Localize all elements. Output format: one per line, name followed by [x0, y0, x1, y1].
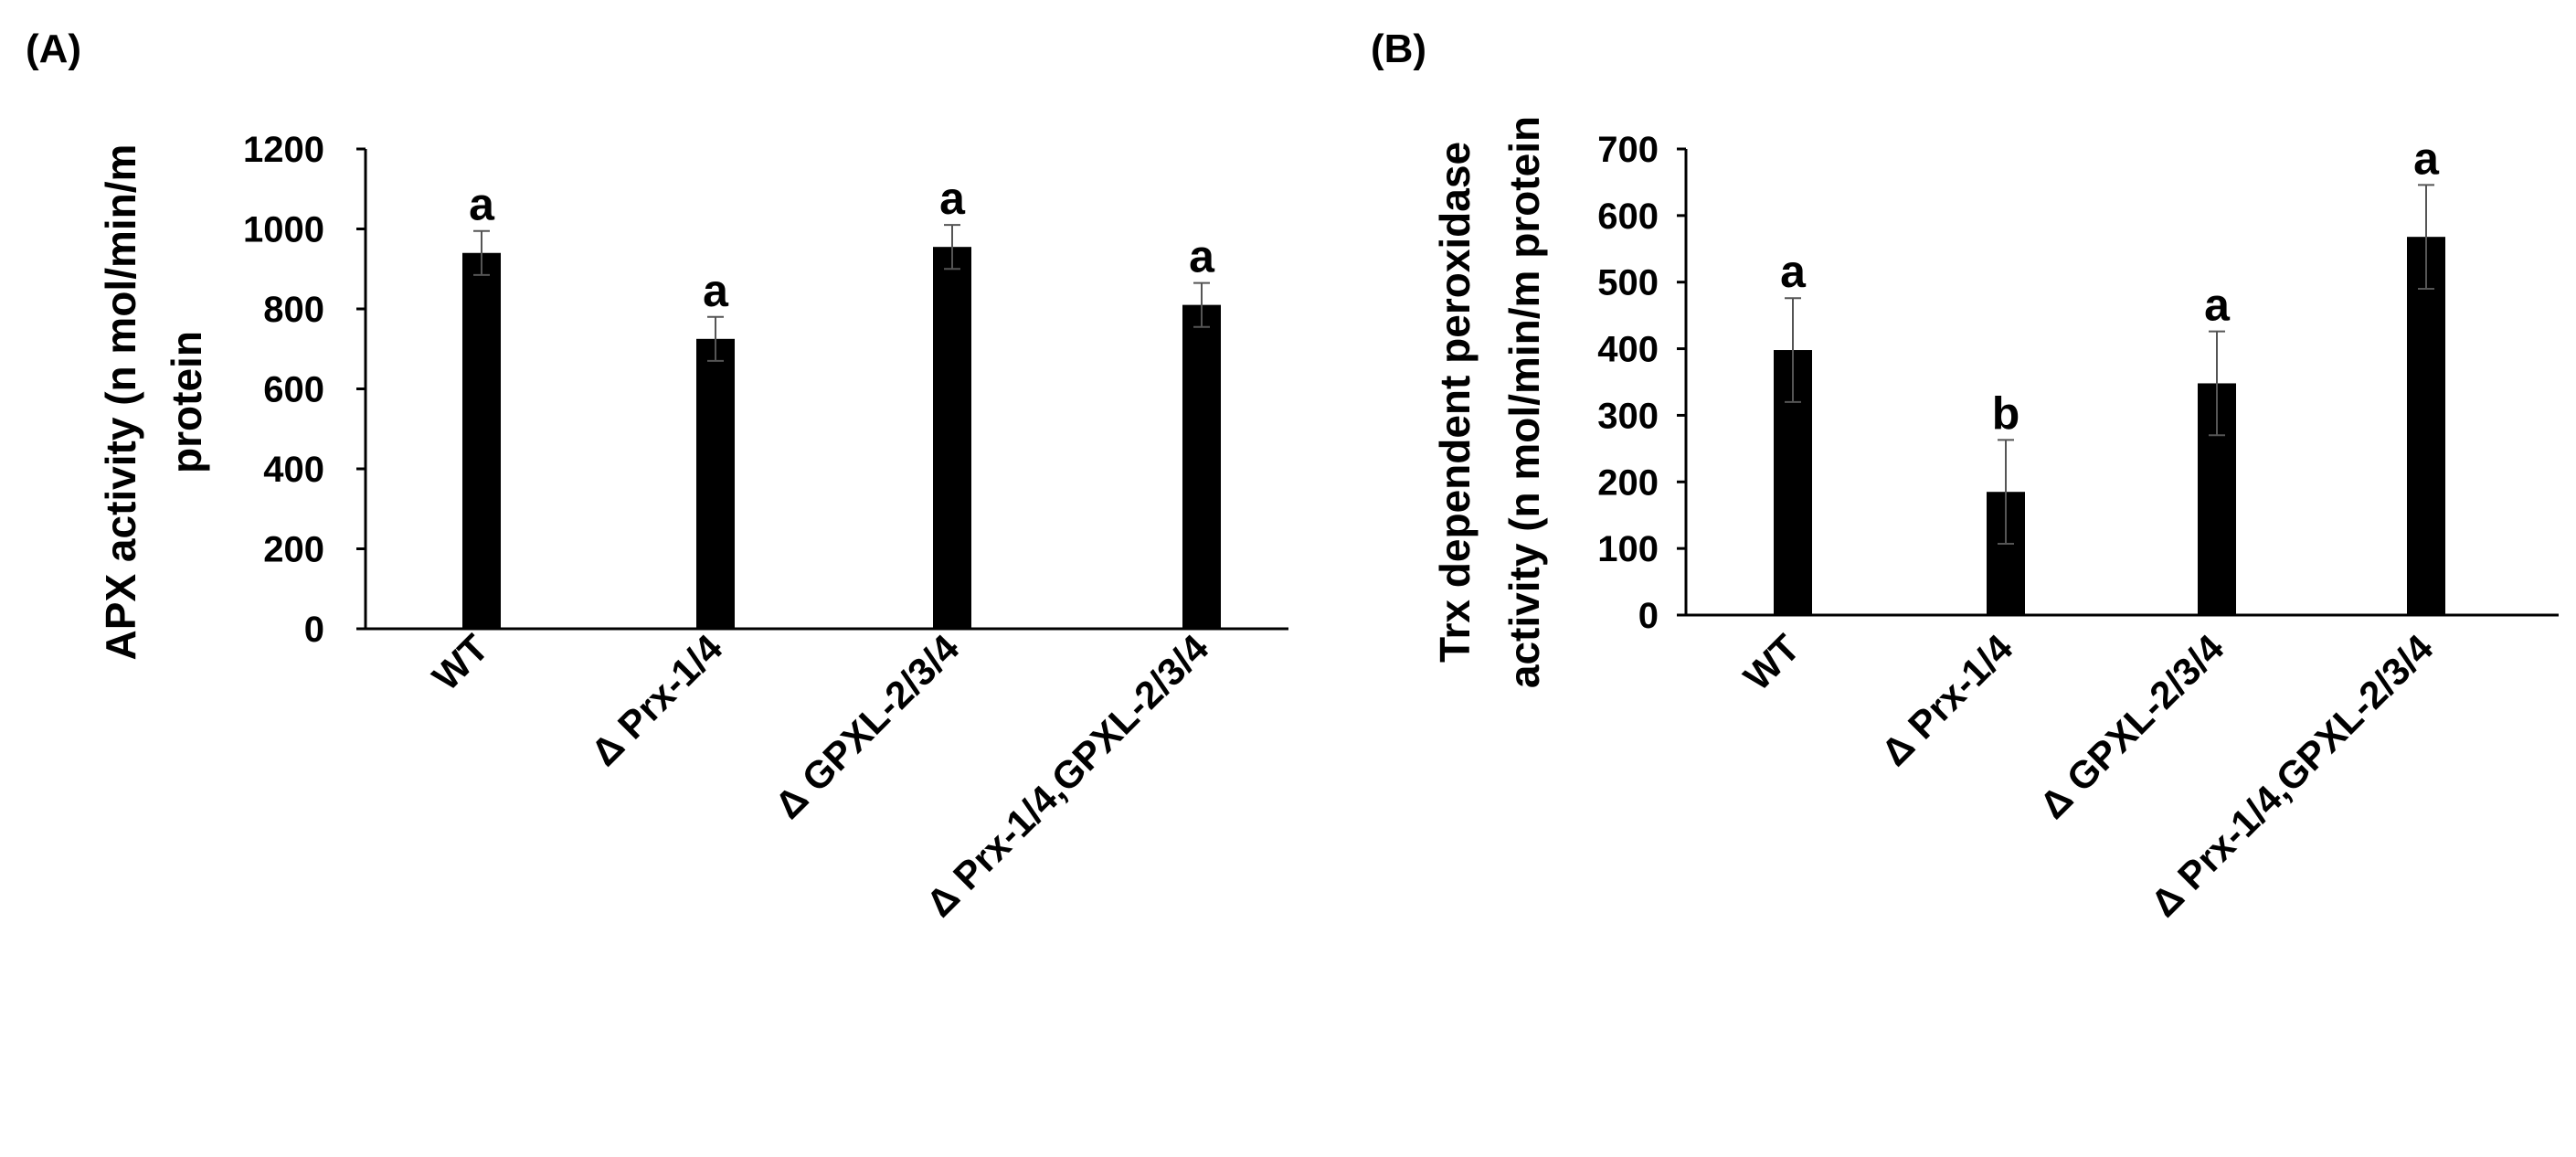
y-tick-label: 200: [263, 530, 324, 570]
panel-label: (B): [1371, 27, 1426, 71]
x-category-label: WT: [424, 626, 497, 699]
y-axis-title: Trx dependent peroxidase: [1431, 142, 1479, 663]
y-tick-label: 400: [263, 450, 324, 490]
y-axis-title: activity (n mol/min/m protein: [1500, 116, 1548, 688]
y-tick-label: 0: [1638, 596, 1659, 636]
y-tick-label: 200: [1597, 462, 1659, 503]
y-tick-label: 400: [1597, 330, 1659, 370]
x-category-label: Δ Prx-1/4: [1872, 626, 2020, 774]
bar: [696, 338, 735, 629]
y-tick-label: 1000: [243, 210, 324, 250]
significance-label: a: [1189, 231, 1215, 282]
significance-label: a: [2413, 133, 2440, 184]
significance-label: a: [2204, 280, 2231, 331]
significance-label: a: [469, 179, 495, 230]
significance-label: a: [939, 173, 966, 224]
y-tick-label: 600: [1597, 196, 1659, 237]
x-category-label: WT: [1735, 626, 1808, 699]
x-category-label: Δ GPXL-2/3/4: [2031, 626, 2232, 827]
y-tick-label: 300: [1597, 396, 1659, 436]
x-category-label: Δ Prx-1/4: [582, 626, 730, 774]
y-tick-label: 500: [1597, 263, 1659, 303]
bar: [2407, 237, 2445, 615]
chart-panel-b: (B) Trx dependent peroxidase activity (n m…: [1371, 27, 2559, 925]
bar: [933, 247, 971, 629]
y-tick-label: 100: [1597, 529, 1659, 569]
x-category-label: Δ Prx-1/4,GPXL-2/3/4: [917, 626, 1216, 925]
y-tick-label: 700: [1597, 130, 1659, 170]
significance-label: a: [703, 265, 729, 316]
panel-label: (A): [26, 27, 81, 71]
y-tick-label: 600: [263, 370, 324, 410]
chart-panel-a: (A) APX activity (n mol/min/m protein 0 200 4…: [26, 27, 1288, 925]
bar: [462, 252, 501, 629]
y-tick-label: 800: [263, 290, 324, 330]
significance-label: a: [1780, 246, 1807, 297]
x-category-label: Δ GPXL-2/3/4: [767, 626, 968, 827]
y-tick-label: 1200: [243, 130, 324, 170]
significance-label: b: [1992, 387, 2020, 439]
y-axis-title: APX activity (n mol/min/m: [97, 144, 144, 661]
y-tick-label: 0: [304, 610, 324, 650]
bar: [1182, 304, 1221, 629]
y-axis-title: protein: [163, 331, 210, 473]
